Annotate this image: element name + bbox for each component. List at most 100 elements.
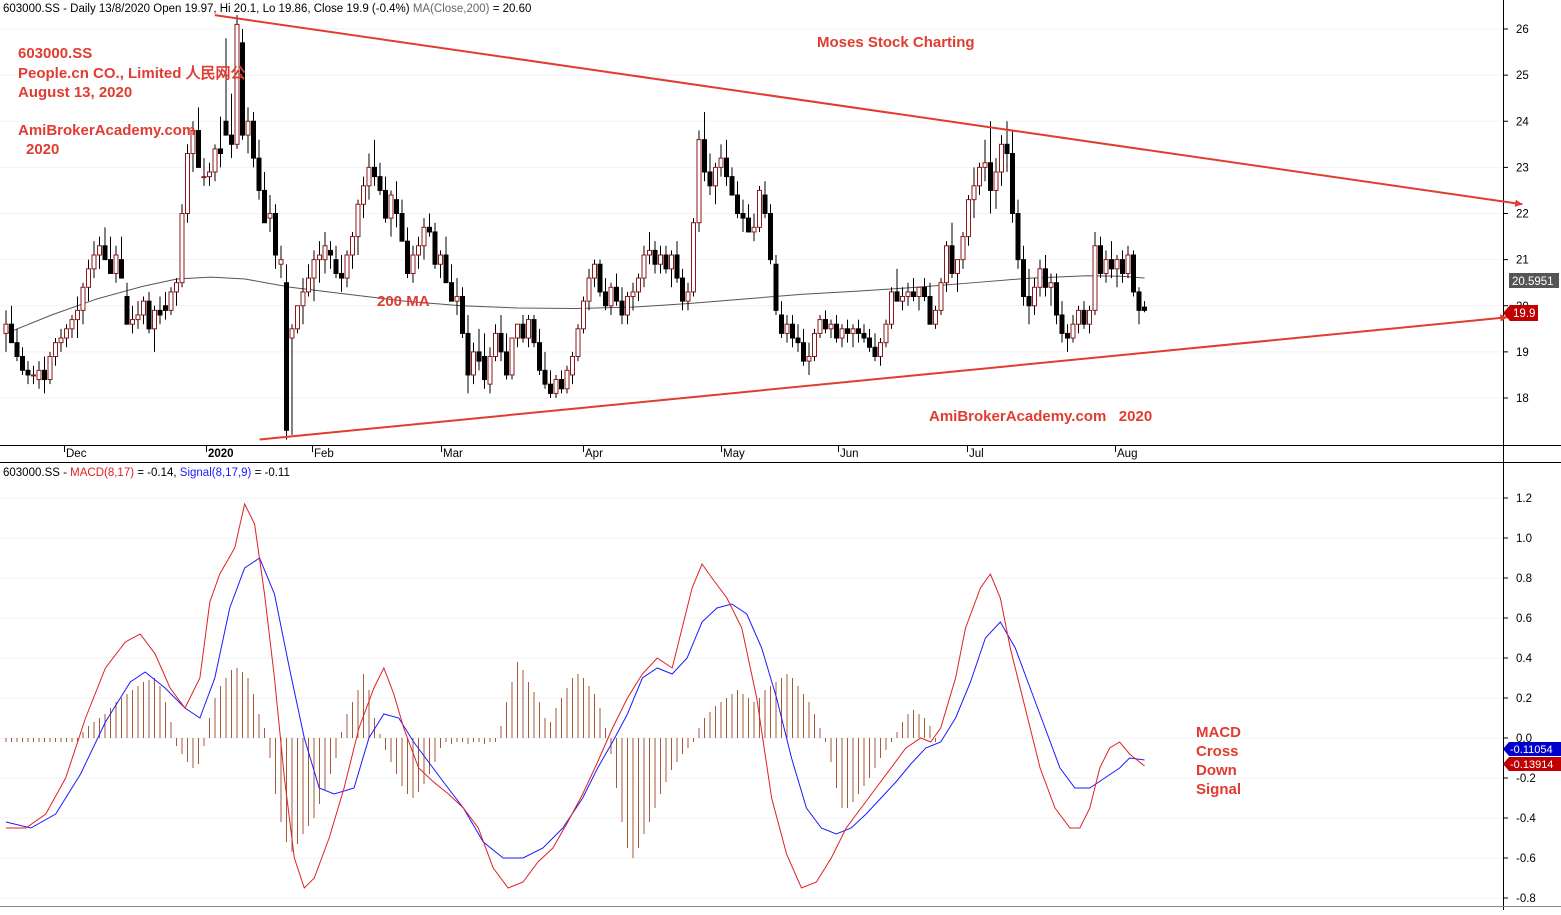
price-y-tick-label: 19: [1516, 347, 1529, 359]
candle: [229, 93, 234, 159]
candle-body-up: [817, 319, 823, 334]
candle-body-up: [982, 162, 988, 168]
candle: [839, 324, 845, 348]
candle: [889, 287, 894, 329]
candle-body-up: [784, 323, 790, 334]
candle: [674, 241, 680, 283]
candle-body-up: [322, 245, 328, 261]
candle: [245, 107, 251, 154]
candle-body-up: [190, 129, 196, 155]
candle-body-up: [993, 171, 999, 191]
candle: [311, 250, 317, 302]
candle: [432, 222, 438, 269]
candle: [905, 282, 911, 306]
candle-body-down: [223, 120, 229, 136]
candle: [460, 287, 465, 339]
candle: [564, 365, 570, 394]
candle-body-down: [1098, 245, 1103, 274]
candle-body-up: [944, 245, 949, 284]
candle-body-up: [141, 300, 146, 316]
x-label-dec: Dec: [66, 448, 87, 460]
candle-body-up: [201, 176, 207, 179]
trendline-lower: [259, 316, 1508, 441]
x-label-2020: 2020: [208, 448, 234, 460]
candle: [399, 199, 405, 242]
candle-body-up: [718, 157, 724, 168]
candle-body-down: [801, 342, 806, 362]
candle-body-down: [823, 319, 828, 330]
candle-body-up: [1037, 268, 1043, 288]
candle-body-up: [509, 337, 515, 376]
candle: [317, 241, 322, 283]
candle: [405, 227, 410, 279]
candle: [20, 347, 25, 375]
candle: [834, 314, 839, 343]
candle-body-down: [157, 309, 163, 316]
candle-body-down: [872, 346, 878, 357]
candle-body-down: [443, 254, 449, 284]
candle: [163, 291, 168, 320]
candle: [58, 328, 64, 352]
price-y-tick-label: 24: [1516, 116, 1529, 128]
macd-annotation-line-2: Cross: [1196, 743, 1239, 760]
candle: [295, 305, 300, 334]
candle: [856, 319, 861, 343]
candle-body-up: [174, 282, 179, 293]
candle: [1142, 301, 1147, 313]
candle: [509, 337, 515, 380]
candle-body-up: [317, 254, 322, 261]
candle: [1026, 268, 1032, 325]
candle: [1109, 241, 1114, 279]
candle-body-up: [806, 355, 812, 362]
candle-body-up: [586, 277, 592, 302]
candle: [64, 324, 69, 348]
candle-body-up: [493, 332, 498, 357]
candle-body-down: [102, 245, 108, 261]
candle: [740, 199, 746, 232]
candle: [141, 296, 146, 325]
candle: [850, 324, 856, 348]
candle-body-down: [383, 189, 388, 219]
annotation-date: August 13, 2020: [18, 84, 132, 101]
price-header: 603000.SS - Daily 13/8/2020 Open 19.97, …: [3, 3, 531, 15]
macd-y-tick-label: 1.2: [1516, 493, 1532, 505]
candle-body-up: [1070, 323, 1076, 339]
candle: [256, 139, 262, 200]
price-header-symbol: 603000.SS: [3, 3, 60, 15]
candle: [355, 199, 361, 256]
candle: [416, 236, 421, 269]
candle: [366, 153, 372, 200]
candle: [894, 268, 900, 302]
candle-body-down: [196, 129, 201, 168]
candle-body-up: [36, 369, 42, 381]
candle-body-down: [922, 286, 927, 298]
candle-body-down: [680, 277, 685, 302]
candle-body-down: [1054, 282, 1059, 316]
candle: [691, 218, 696, 297]
candle: [795, 324, 801, 352]
macd-header-signal-value: = -0.11: [251, 467, 289, 479]
candle: [988, 121, 993, 214]
candle: [1081, 301, 1087, 329]
candle: [603, 278, 608, 311]
candle: [14, 328, 20, 362]
candle: [663, 245, 669, 274]
candle-body-up: [3, 323, 9, 334]
candle: [1136, 287, 1142, 325]
candle: [559, 370, 564, 394]
candle-body-down: [548, 383, 553, 394]
candle-body-up: [86, 268, 91, 288]
candle-body-up: [179, 213, 185, 284]
candle-body-up: [185, 153, 190, 215]
candle-body-down: [498, 332, 504, 353]
candle-body-down: [729, 176, 735, 196]
candle-body-down: [146, 300, 152, 330]
candle: [157, 296, 163, 325]
candle-body-down: [894, 291, 900, 302]
candle-body-down: [108, 259, 113, 274]
candle-body-up: [344, 254, 350, 279]
candle: [933, 305, 938, 329]
candle: [482, 333, 487, 389]
price-header-info: - Daily 13/8/2020 Open 19.97, Hi 20.1, L…: [60, 3, 413, 15]
candle: [1131, 250, 1136, 297]
